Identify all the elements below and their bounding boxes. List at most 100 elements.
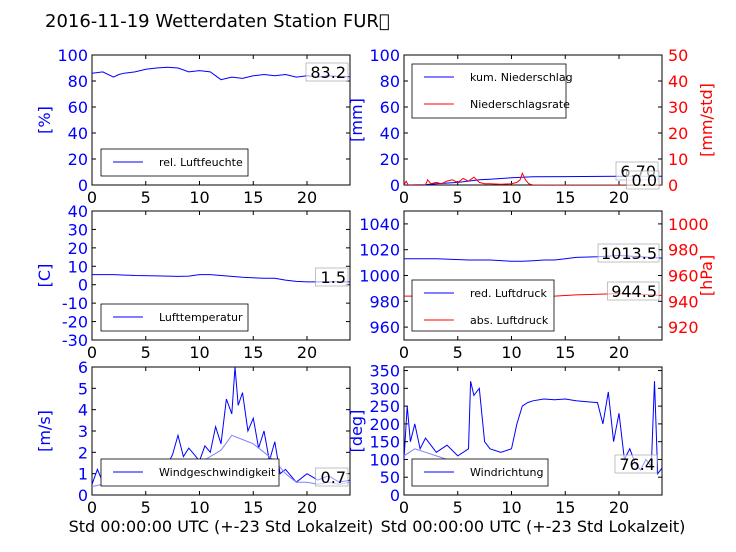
y-right-tick-label: 0: [668, 176, 678, 195]
last-value-box: [315, 267, 349, 287]
y-tick-label: 80: [380, 72, 400, 91]
legend-label: Windrichtung: [470, 466, 543, 479]
x-tick-label: 5: [141, 188, 151, 207]
y-tick-label: 1040: [359, 215, 400, 234]
x-tick-label: 15: [243, 498, 263, 517]
y-axis-label: [deg]: [347, 410, 366, 453]
x-tick-label: 10: [501, 343, 521, 362]
y-right-tick-label: 920: [668, 318, 699, 337]
series-line-niederschlagsrate: [404, 171, 662, 185]
y-tick-label: 6: [78, 358, 88, 377]
series-line-lufttemperatur: [92, 274, 350, 283]
last-value-box: [305, 62, 349, 82]
y-right-tick-label: 10: [668, 150, 688, 169]
y-tick-label: 50: [380, 468, 400, 487]
y-right-tick-label: 1000: [668, 215, 709, 234]
y-tick-label: 20: [380, 150, 400, 169]
y-tick-label: 80: [68, 72, 88, 91]
series-line-rel-luftfeuchte: [92, 66, 350, 81]
y-tick-label: 3: [78, 422, 88, 441]
y-tick-label: 1000: [359, 267, 400, 286]
panel-temperature: 0 5 10 15 20-30-20-10010203040[C]Lufttempera…: [35, 202, 351, 362]
legend-label: Lufttemperatur: [159, 311, 243, 324]
y-tick-label: 5: [78, 379, 88, 398]
y-tick-label: 40: [68, 124, 88, 143]
y-tick-label: 0: [78, 276, 88, 295]
y-tick-label: -10: [62, 294, 88, 313]
y-axis-label: [mm]: [347, 98, 366, 142]
y-tick-label: 1020: [359, 241, 400, 260]
x-tick-label: 0: [87, 188, 97, 207]
y-tick-label: 0: [78, 486, 88, 505]
y-tick-label: 100: [369, 450, 400, 469]
y-tick-label: 40: [68, 202, 88, 221]
panel-humidity: 0 5 10 15 20 0 20 40 60 80 100 [%] rel. Luftfeuchte 8…: [35, 46, 351, 207]
x-tick-label: 15: [243, 188, 263, 207]
last-value-box: [607, 281, 660, 301]
x-tick-label: 0: [87, 498, 97, 517]
y-axis-label: [%]: [35, 106, 54, 134]
x-tick-label: 5: [141, 343, 151, 362]
last-value-label: 1013.5: [601, 244, 657, 263]
x-tick-label: 15: [555, 188, 575, 207]
legend-box: [411, 279, 555, 332]
y-right-tick-label: 960: [668, 267, 699, 286]
x-tick-label: 15: [555, 343, 575, 362]
x-tick-label: 10: [189, 498, 209, 517]
y-tick-label: 980: [369, 292, 400, 311]
x-tick-label: 20: [609, 343, 629, 362]
y-right-tick-label: 40: [668, 72, 688, 91]
legend-label: rel. Luftfeuchte: [159, 156, 243, 169]
y-tick-label: 60: [68, 98, 88, 117]
x-tick-label: 10: [501, 498, 521, 517]
x-tick-label: 10: [501, 188, 521, 207]
x-tick-label: 0: [399, 188, 409, 207]
legend-box: [100, 303, 249, 332]
x-tick-label: 5: [453, 343, 463, 362]
y-tick-label: -20: [62, 313, 88, 332]
x-tick-label: 20: [609, 188, 629, 207]
y-tick-label: 200: [369, 415, 400, 434]
x-tick-label: 0: [399, 498, 409, 517]
y-axis-label: [C]: [35, 264, 54, 288]
y-tick-label: 4: [78, 401, 88, 420]
plot-frame: [91, 54, 351, 186]
legend-label: abs. Luftdruck: [470, 314, 549, 327]
y-tick-label: 0: [390, 176, 400, 195]
y-tick-label: 0: [390, 486, 400, 505]
y-axis-label: [m/s]: [35, 410, 54, 452]
y-tick-label: 300: [369, 379, 400, 398]
y-tick-label: 0: [78, 176, 88, 195]
x-tick-label: 10: [189, 188, 209, 207]
x-tick-label: 20: [609, 498, 629, 517]
y-right-axis-label: [mm/std]: [697, 83, 716, 157]
x-tick-label: 15: [555, 498, 575, 517]
panel-windspeed: 0 5 10 15 20 0 1 2 3 4 5 6 [m/s] Windgeschwindigkeit 0…: [35, 358, 351, 517]
x-tick-label: 20: [297, 188, 317, 207]
y-tick-label: 60: [380, 98, 400, 117]
y-tick-label: 960: [369, 318, 400, 337]
xaxis-label-left: Std 00:00:00 UTC (+-23 Std Lokalzeit): [69, 517, 374, 536]
figure-title: 2016-11-19 Wetterdaten Station FUR : [45, 11, 390, 32]
last-value-label: 1.5: [321, 268, 346, 287]
last-value-label: 83.2: [310, 63, 346, 82]
last-value-label: 0.0: [632, 171, 657, 190]
y-tick-label: 10: [68, 257, 88, 276]
y-tick-label: -30: [62, 331, 88, 350]
x-tick-label: 0: [87, 343, 97, 362]
plot-frame: [403, 366, 663, 496]
x-tick-label: 20: [297, 343, 317, 362]
last-value-box: [626, 170, 660, 190]
x-tick-label: 10: [189, 343, 209, 362]
last-value-box: [315, 467, 349, 487]
y-tick-label: 1: [78, 465, 88, 484]
x-tick-label: 5: [453, 498, 463, 517]
xaxis-label-right: Std 00:00:00 UTC (+-23 Std Lokalzeit): [381, 517, 686, 536]
legend-label: red. Luftdruck: [470, 287, 547, 300]
x-tick-label: 5: [141, 498, 151, 517]
y-tick-label: 250: [369, 397, 400, 416]
x-tick-label: 0: [399, 343, 409, 362]
y-right-tick-label: 30: [668, 98, 688, 117]
y-tick-label: 350: [369, 362, 400, 381]
y-tick-label: 2: [78, 443, 88, 462]
